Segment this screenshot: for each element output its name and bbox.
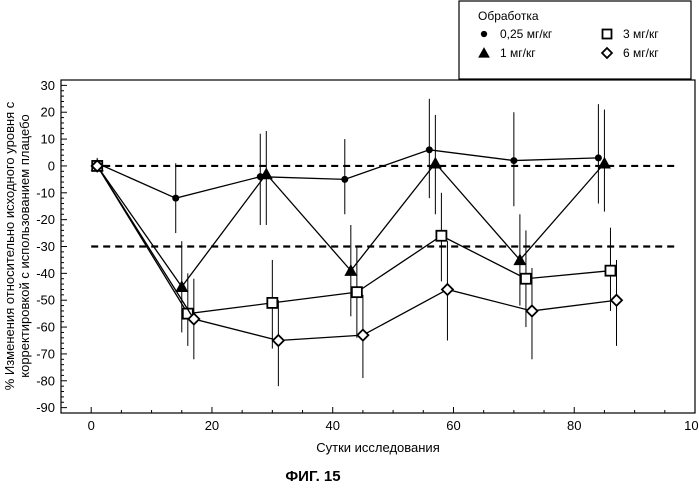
data-point-diamond — [442, 284, 453, 295]
y-tick-label: -70 — [36, 346, 55, 361]
y-tick-label: 10 — [41, 132, 55, 147]
y-tick-label: -60 — [36, 320, 55, 335]
y-tick-label: 0 — [48, 158, 55, 173]
data-point-square — [267, 298, 277, 308]
y-tick-label: -30 — [36, 239, 55, 254]
series-layer — [91, 99, 622, 386]
data-point-circle — [341, 176, 348, 183]
y-tick-label: -50 — [36, 293, 55, 308]
data-point-square — [605, 266, 615, 276]
legend-label: 1 мг/кг — [500, 46, 536, 60]
y-axis-title-line-1: % Изменения относительно исходного уровн… — [2, 101, 17, 390]
data-point-diamond — [526, 305, 537, 316]
legend: Обработка 0,25 мг/кг 1 мг/кг 3 мг/кг 6 мг/к… — [459, 1, 691, 79]
x-tick-label: 0 — [88, 418, 95, 433]
legend-label: 3 мг/кг — [623, 27, 659, 41]
data-point-square — [436, 231, 446, 241]
x-tick-label: 60 — [446, 418, 460, 433]
x-tick-label: 40 — [325, 418, 339, 433]
legend-label: 0,25 мг/кг — [500, 27, 553, 41]
data-point-square — [521, 274, 531, 284]
y-tick-label: 30 — [41, 78, 55, 93]
data-point-triangle — [175, 280, 188, 292]
reference-lines — [91, 166, 677, 247]
data-point-circle — [426, 146, 433, 153]
series-line — [97, 150, 598, 198]
data-point-square — [352, 287, 362, 297]
y-axis: 30 20 10 0 -10 -20 -30 -40 -50 -60 -70 -80 -90 — [36, 78, 67, 415]
x-tick-label: 80 — [567, 418, 581, 433]
data-point-circle — [595, 154, 602, 161]
data-point-circle — [510, 157, 517, 164]
data-point-circle — [172, 195, 179, 202]
y-tick-label: -90 — [36, 400, 55, 415]
y-tick-label: -80 — [36, 373, 55, 388]
y-tick-label: -20 — [36, 212, 55, 227]
series — [91, 110, 611, 333]
x-axis: 0 20 40 60 80 100 — [88, 407, 699, 433]
data-point-circle — [481, 31, 487, 37]
y-axis-title-line-2: корректировкой с использованием плацебо — [17, 114, 32, 378]
y-tick-label: -10 — [36, 185, 55, 200]
data-point-diamond — [611, 295, 622, 306]
figure-caption: ФИГ. 15 — [285, 468, 340, 485]
data-point-square — [603, 30, 612, 39]
y-tick-label: 20 — [41, 105, 55, 120]
x-tick-label: 100 — [684, 418, 699, 433]
legend-label: 6 мг/кг — [623, 46, 659, 60]
x-tick-label: 20 — [205, 418, 219, 433]
data-point-diamond — [357, 330, 368, 341]
data-point-triangle — [429, 157, 442, 169]
data-point-diamond — [273, 335, 284, 346]
data-point-triangle — [260, 167, 273, 179]
x-axis-title: Сутки исследования — [316, 440, 439, 455]
y-axis-title: % Изменения относительно исходного уровн… — [2, 101, 32, 390]
series — [92, 161, 615, 349]
legend-title: Обработка — [478, 9, 539, 23]
y-tick-label: -40 — [36, 266, 55, 281]
